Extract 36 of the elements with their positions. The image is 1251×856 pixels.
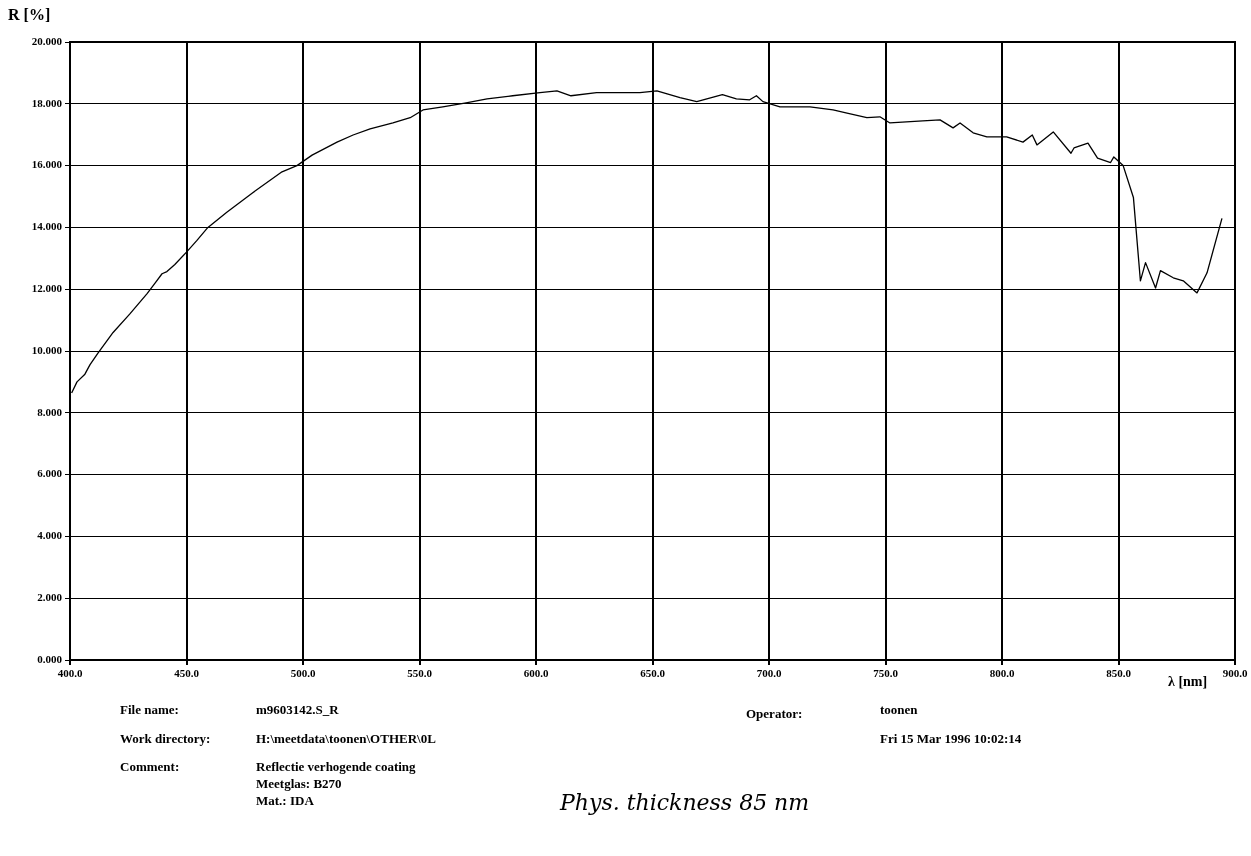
x-axis-title: λ [nm] bbox=[1168, 674, 1208, 690]
text: m9603142.S_R bbox=[256, 702, 339, 718]
x-tick-label: 750.0 bbox=[873, 667, 899, 680]
text: Fri 15 Mar 1996 10:02:14 bbox=[880, 731, 1022, 747]
x-tick-label: 400.0 bbox=[57, 667, 83, 680]
x-tick-label: 900.0 bbox=[1222, 667, 1248, 680]
y-tick-label: 4.000 bbox=[37, 529, 63, 542]
text: Mat.: IDA bbox=[256, 793, 314, 809]
y-tick-label: 16.000 bbox=[31, 158, 63, 171]
y-axis-title: R [%] bbox=[8, 6, 51, 24]
y-tick-label: 14.000 bbox=[31, 220, 63, 233]
text: Reflectie verhogende coating bbox=[256, 759, 416, 775]
text: H:\meetdata\toonen\OTHER\0L bbox=[256, 731, 436, 747]
text: File name: bbox=[120, 702, 179, 718]
x-tick-label: 500.0 bbox=[290, 667, 316, 680]
text: Work directory: bbox=[120, 731, 211, 747]
text: Operator: bbox=[746, 706, 803, 722]
text: toonen bbox=[880, 702, 918, 718]
x-tick-label: 450.0 bbox=[174, 667, 200, 680]
y-tick-label: 18.000 bbox=[31, 96, 63, 109]
x-tick-label: 550.0 bbox=[407, 667, 433, 680]
y-tick-label: 20.000 bbox=[31, 34, 63, 47]
x-tick-label: 650.0 bbox=[640, 667, 666, 680]
y-tick-label: 10.000 bbox=[31, 343, 63, 356]
x-tick-label: 800.0 bbox=[989, 667, 1015, 680]
x-tick-label: 600.0 bbox=[523, 667, 549, 680]
y-tick-label: 8.000 bbox=[37, 405, 63, 418]
y-tick-label: 12.000 bbox=[31, 282, 63, 295]
x-tick-label: 850.0 bbox=[1106, 667, 1132, 680]
text: Comment: bbox=[120, 759, 180, 775]
y-tick-label: 0.000 bbox=[37, 652, 63, 665]
y-tick-label: 2.000 bbox=[37, 591, 63, 604]
text: Phys. thickness 85 nm bbox=[560, 790, 810, 815]
text: Meetglas: B270 bbox=[256, 776, 342, 792]
x-tick-label: 700.0 bbox=[756, 667, 782, 680]
y-tick-label: 6.000 bbox=[37, 467, 63, 480]
